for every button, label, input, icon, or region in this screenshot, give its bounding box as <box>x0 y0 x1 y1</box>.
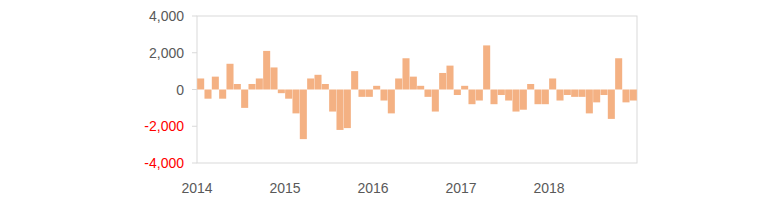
bar <box>410 77 417 90</box>
bar <box>388 90 395 114</box>
bars <box>197 45 637 139</box>
bar <box>380 90 387 101</box>
bar <box>307 78 314 89</box>
bar <box>241 90 248 108</box>
y-tick <box>192 16 197 17</box>
bar <box>622 90 629 103</box>
bar <box>329 90 336 112</box>
bar <box>424 90 431 97</box>
bar <box>439 73 446 90</box>
y-tick-label: 2,000 <box>149 45 184 61</box>
bar <box>527 84 534 90</box>
bar <box>571 90 578 97</box>
bar <box>285 90 292 99</box>
bar <box>402 58 409 89</box>
y-tick <box>192 126 197 127</box>
x-tick-label: 2014 <box>181 180 212 196</box>
bar <box>578 90 585 97</box>
bar <box>468 90 475 105</box>
bar <box>270 67 277 89</box>
chart-svg: -4,000 -2,000 0 2,000 4,000 2014 2015 2016 2017 2… <box>0 0 780 212</box>
y-tick-label: -4,000 <box>144 155 184 171</box>
bar <box>322 84 329 90</box>
y-tick-label: 4,000 <box>149 8 184 24</box>
bar <box>549 78 556 89</box>
chart-container: -4,000 -2,000 0 2,000 4,000 2014 2015 2016 2017 2… <box>0 0 780 212</box>
bar <box>446 66 453 90</box>
bar <box>498 90 505 96</box>
bar <box>564 90 571 96</box>
x-tick-label: 2017 <box>445 180 476 196</box>
bar <box>212 77 219 90</box>
bar <box>520 90 527 110</box>
bar <box>300 90 307 140</box>
bar <box>556 90 563 101</box>
bar <box>534 90 541 105</box>
bar <box>366 90 373 97</box>
y-tick <box>192 163 197 164</box>
bar <box>505 90 512 101</box>
plot-frame <box>197 16 637 163</box>
bar <box>490 90 497 105</box>
y-tick-label: -2,000 <box>144 118 184 134</box>
bar <box>336 90 343 130</box>
bar <box>476 90 483 101</box>
bar <box>593 90 600 103</box>
bar <box>351 71 358 89</box>
x-tick-label: 2015 <box>269 180 300 196</box>
bar <box>395 78 402 89</box>
bar <box>586 90 593 114</box>
bar <box>461 86 468 90</box>
bar <box>417 86 424 90</box>
y-tick <box>192 89 197 90</box>
bar <box>204 90 211 99</box>
bar <box>608 90 615 119</box>
bar <box>615 58 622 89</box>
y-tick <box>192 52 197 53</box>
bar <box>234 84 241 90</box>
bar <box>432 90 439 112</box>
bar <box>263 51 270 90</box>
bar <box>219 90 226 99</box>
bar <box>314 75 321 90</box>
x-tick-label: 2018 <box>533 180 564 196</box>
bar <box>483 45 490 89</box>
bar <box>278 90 285 94</box>
bar <box>248 84 255 90</box>
bar <box>600 90 607 96</box>
bar <box>512 90 519 112</box>
bar <box>256 78 263 89</box>
bar <box>197 78 204 89</box>
bar <box>373 86 380 90</box>
bar <box>344 90 351 129</box>
bar <box>630 90 637 101</box>
x-tick-label: 2016 <box>357 180 388 196</box>
y-tick-label: 0 <box>176 82 184 98</box>
bar <box>542 90 549 105</box>
bar <box>226 64 233 90</box>
bar <box>292 90 299 114</box>
bar <box>358 90 365 97</box>
bar <box>454 90 461 96</box>
